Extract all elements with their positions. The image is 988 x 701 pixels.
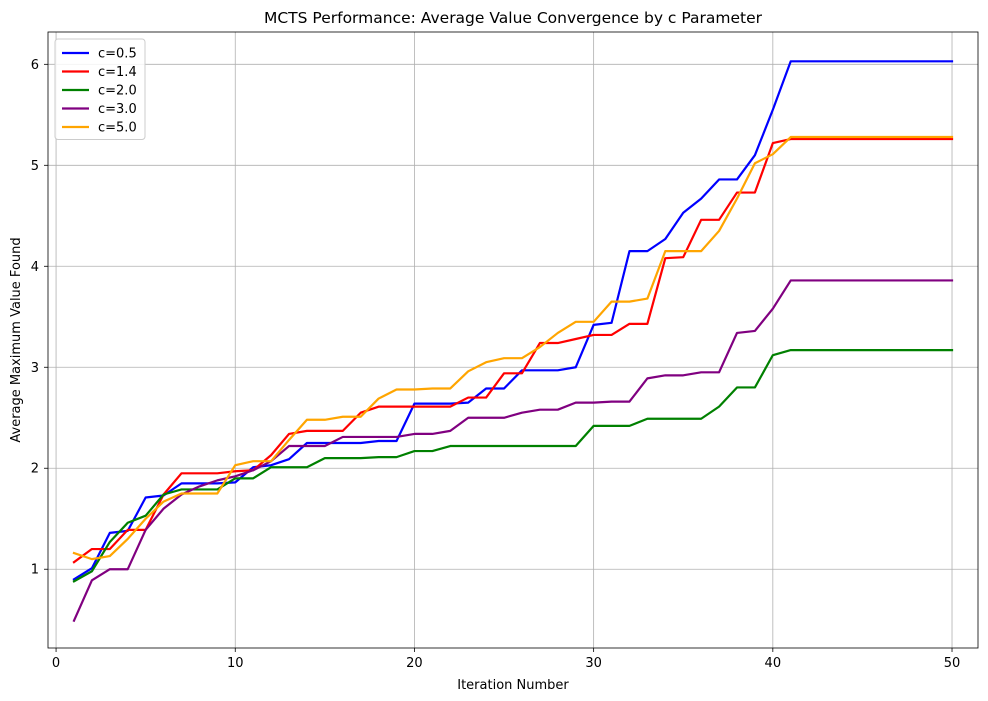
chart-title: MCTS Performance: Average Value Converge… [264, 9, 763, 27]
y-tick-label: 4 [31, 260, 39, 275]
x-tick-label: 0 [52, 656, 60, 671]
legend: c=0.5 c=1.4 c=2.0 c=3.0 c=5.0 [54, 38, 146, 140]
x-tick-label: 30 [585, 656, 602, 671]
x-tick-label: 10 [227, 656, 244, 671]
legend-box [54, 38, 146, 140]
legend-label: c=2.0 [98, 84, 137, 99]
legend-label: c=0.5 [98, 47, 137, 62]
legend-label: c=1.4 [98, 65, 137, 80]
y-axis-label: Average Maximum Value Found [9, 237, 24, 442]
x-tick-label: 20 [406, 656, 423, 671]
x-axis-label: Iteration Number [457, 678, 569, 693]
legend-label: c=3.0 [98, 102, 137, 117]
series-line-c-1-4 [72, 137, 954, 564]
series-lines [72, 60, 954, 623]
x-tick-label: 40 [765, 656, 782, 671]
plot-area [47, 31, 979, 649]
axis-ticks: 0 10 20 30 40 50 1 2 3 4 5 6 [31, 58, 961, 671]
y-tick-label: 5 [31, 159, 39, 174]
y-tick-label: 3 [31, 361, 39, 376]
series-line-c-0-5 [72, 60, 954, 581]
series-line-c-3-0 [72, 279, 954, 623]
y-tick-label: 1 [31, 563, 39, 578]
legend-label: c=5.0 [98, 121, 137, 136]
series-line-c-5-0 [72, 135, 954, 561]
x-tick-label: 50 [944, 656, 961, 671]
y-tick-label: 6 [31, 58, 39, 73]
y-tick-label: 2 [31, 462, 39, 477]
grid [48, 32, 978, 648]
